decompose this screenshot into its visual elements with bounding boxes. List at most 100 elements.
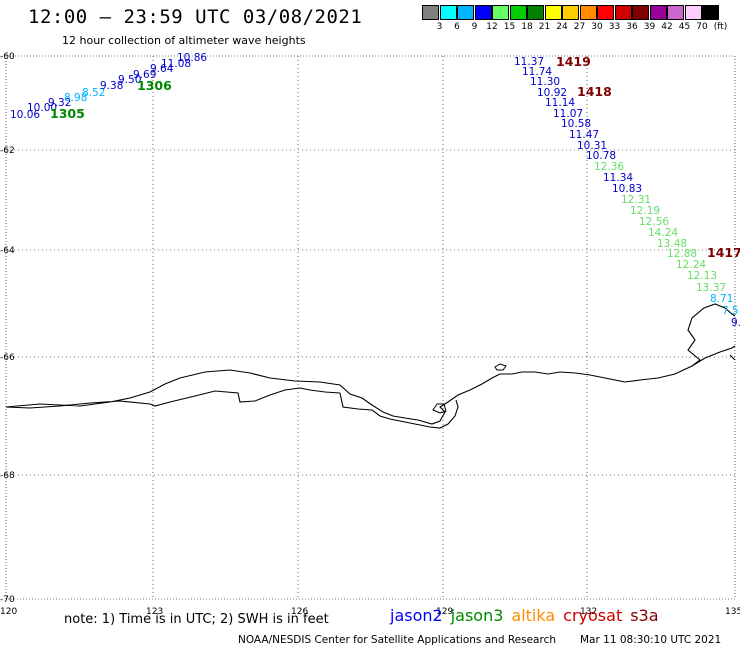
latitude-tick-label: -66 bbox=[0, 353, 15, 363]
wave-height-value: 9.38 bbox=[100, 80, 123, 92]
colorbar-swatch bbox=[544, 5, 562, 20]
colorbar-swatch bbox=[684, 5, 702, 20]
legend-entry-altika: altika bbox=[511, 606, 556, 625]
latitude-tick-label: -70 bbox=[0, 595, 15, 605]
longitude-tick-label: 123 bbox=[146, 607, 163, 617]
colorbar-label: 30 bbox=[591, 22, 603, 32]
map-title: 12:00 – 23:59 UTC 03/08/2021 bbox=[28, 6, 363, 28]
pass-number-label: 1419 bbox=[556, 54, 591, 69]
wave-height-value: 11.47 bbox=[569, 129, 599, 141]
units-note: note: 1) Time is in UTC; 2) SWH is in fe… bbox=[64, 612, 329, 627]
colorbar-swatch bbox=[649, 5, 667, 20]
colorbar-label: 9 bbox=[471, 22, 478, 32]
colorbar-label: 27 bbox=[573, 22, 586, 32]
wave-height-value: 11.07 bbox=[553, 108, 583, 120]
pass-number-label: 1305 bbox=[50, 106, 85, 121]
colorbar-swatch bbox=[702, 5, 719, 20]
colorbar-label: 39 bbox=[643, 22, 656, 32]
observations-layer: 10.0610.009.328.988.529.389.509.699.6411… bbox=[10, 52, 740, 329]
wave-height-value: 10.78 bbox=[586, 150, 616, 162]
wave-height-value: 9.69 bbox=[133, 69, 156, 81]
legend-entry-cryosat: cryosat bbox=[563, 606, 623, 625]
wave-height-value: 11.37 bbox=[514, 56, 544, 68]
wave-height-value: 9.50 bbox=[118, 74, 141, 86]
wave-height-value: 10.31 bbox=[577, 140, 607, 152]
longitude-tick-label: 126 bbox=[291, 607, 308, 617]
longitude-tick-label: 129 bbox=[436, 607, 453, 617]
wave-height-value: 12.56 bbox=[639, 216, 669, 228]
colorbar-swatch bbox=[597, 5, 614, 20]
wave-height-value: 10.92 bbox=[537, 87, 567, 99]
satellite-legend: jason2 jason3 altika cryosat s3a bbox=[390, 606, 667, 625]
colorbar-swatch bbox=[632, 5, 649, 20]
wave-height-value: 8.98 bbox=[64, 92, 87, 104]
colorbar-swatch bbox=[439, 5, 457, 20]
wave-height-value: 9.64 bbox=[150, 63, 174, 75]
wave-height-value: 12.36 bbox=[594, 161, 624, 173]
wave-height-value: 10.86 bbox=[177, 52, 207, 64]
colorbar-label: 6 bbox=[454, 22, 460, 32]
wave-height-value: 11.34 bbox=[603, 172, 633, 184]
colorbar-swatch bbox=[509, 5, 527, 20]
wave-height-value: 11.30 bbox=[530, 76, 560, 88]
colorbar-label: 33 bbox=[608, 22, 621, 32]
colorbar-label: 3 bbox=[436, 22, 443, 32]
wave-height-value: 11.14 bbox=[545, 97, 575, 109]
map-frame bbox=[5, 55, 736, 600]
legend-entry-jason3: jason3 bbox=[450, 606, 504, 625]
coastline-islet bbox=[494, 363, 507, 371]
colorbar-label: 21 bbox=[538, 22, 551, 32]
colorbar-label: (ft) bbox=[713, 22, 728, 32]
wave-height-value: 10.58 bbox=[561, 118, 591, 130]
legend-entry-s3a: s3a bbox=[630, 606, 659, 625]
wave-height-value: 11.74 bbox=[522, 66, 552, 78]
colorbar-swatch bbox=[492, 5, 509, 20]
graticule bbox=[6, 56, 735, 599]
wave-height-value: 11.08 bbox=[161, 58, 191, 70]
colorbar-swatch bbox=[527, 5, 544, 20]
longitude-tick-label: 120 bbox=[0, 607, 17, 617]
latitude-tick-label: -68 bbox=[0, 471, 15, 481]
wave-height-value: 9.32 bbox=[48, 97, 71, 109]
wave-height-value: 12.31 bbox=[621, 194, 651, 206]
wave-height-value: 7.5 bbox=[722, 305, 739, 317]
wave-height-value: 14.24 bbox=[648, 227, 678, 239]
latitude-tick-label: -60 bbox=[0, 52, 15, 62]
colorbar-swatch bbox=[579, 5, 597, 20]
wave-height-value: 13.37 bbox=[696, 282, 726, 294]
colorbar-swatch bbox=[614, 5, 632, 20]
wave-height-value: 12.88 bbox=[667, 248, 697, 260]
wave-height-value: 10.00 bbox=[27, 102, 57, 114]
axis-labels: 120 123 126 129 132 135 -60 -62 -64 -66 -68 -70 bbox=[0, 52, 740, 617]
wave-height-value: 12.24 bbox=[676, 259, 706, 271]
wave-height-value: 8.71 bbox=[710, 293, 733, 305]
colorbar-label: 18 bbox=[521, 22, 533, 32]
colorbar-label: 15 bbox=[503, 22, 516, 32]
longitude-tick-label: 132 bbox=[580, 607, 597, 617]
wave-height-value: 9. bbox=[731, 317, 740, 329]
colorbar-label: 36 bbox=[626, 22, 638, 32]
wave-height-value: 12.13 bbox=[687, 270, 717, 282]
longitude-tick-label: 135 bbox=[725, 607, 740, 617]
colorbar-label: 24 bbox=[556, 22, 568, 32]
colorbar-swatch bbox=[422, 5, 439, 20]
latitude-tick-label: -62 bbox=[0, 146, 15, 156]
colorbar-label: 70 bbox=[696, 22, 708, 32]
wave-height-value: 10.83 bbox=[612, 183, 642, 195]
pass-number-label: 1417 bbox=[707, 245, 740, 260]
colorbar-label: 12 bbox=[486, 22, 498, 32]
colorbar-label: 45 bbox=[678, 22, 691, 32]
wave-height-value: 13.48 bbox=[657, 238, 687, 250]
colorbar-swatch bbox=[474, 5, 492, 20]
credit-line: NOAA/NESDIS Center for Satellite Applica… bbox=[238, 634, 556, 646]
wave-height-value: 8.52 bbox=[82, 87, 105, 99]
colorbar-swatch bbox=[457, 5, 474, 20]
latitude-tick-label: -64 bbox=[0, 246, 15, 256]
wave-height-value: 12.19 bbox=[630, 205, 660, 217]
generated-timestamp: Mar 11 08:30:10 UTC 2021 bbox=[580, 634, 722, 646]
colorbar-swatch bbox=[562, 5, 579, 20]
coastline bbox=[5, 303, 736, 429]
coastline-inlet bbox=[432, 403, 447, 414]
colorbar-swatch bbox=[667, 5, 684, 20]
